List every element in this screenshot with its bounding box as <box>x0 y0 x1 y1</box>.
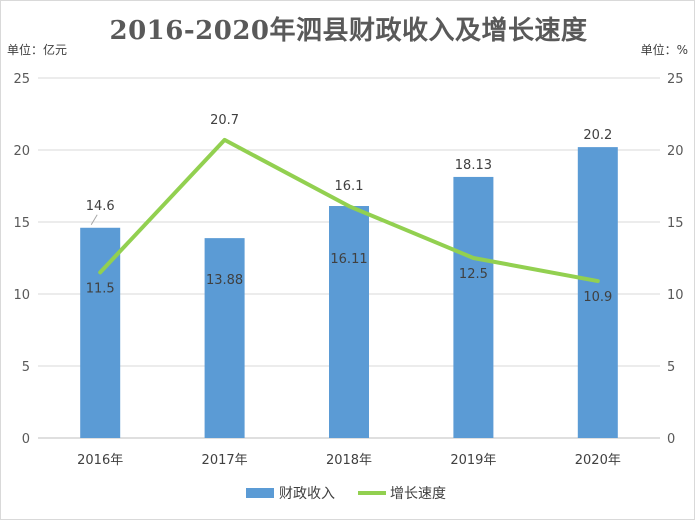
legend-swatch-revenue <box>246 488 274 498</box>
bar <box>329 206 369 438</box>
line-value-label: 10.9 <box>583 290 612 305</box>
right-y-tick-label: 5 <box>667 360 675 375</box>
line-value-label: 12.5 <box>459 267 488 282</box>
right-y-tick-label: 25 <box>667 72 684 87</box>
x-axis-label: 2019年 <box>450 453 496 468</box>
bar-value-label: 16.11 <box>330 252 367 267</box>
right-y-tick-label: 15 <box>667 216 684 231</box>
legend-label-revenue: 财政收入 <box>279 486 335 502</box>
label-leader-line <box>90 214 98 226</box>
left-axis-unit: 单位：亿元 <box>7 43 68 57</box>
line-value-label: 11.5 <box>86 281 115 296</box>
x-axis-label: 2018年 <box>326 453 372 468</box>
bar <box>453 176 494 439</box>
right-y-tick-label: 10 <box>667 288 684 303</box>
left-y-tick-label: 20 <box>13 144 30 159</box>
left-y-tick-label: 5 <box>22 360 30 375</box>
left-y-tick-label: 15 <box>13 216 30 231</box>
left-y-tick-label: 10 <box>13 288 30 303</box>
bar-value-label: 20.2 <box>583 128 612 143</box>
right-y-tick-label: 0 <box>667 432 675 447</box>
x-axis-label: 2020年 <box>575 453 621 468</box>
bar-value-label: 18.13 <box>455 158 492 173</box>
chart-title: 2016-2020年泗县财政收入及增长速度 <box>109 16 588 46</box>
bar <box>577 147 618 438</box>
growth-line <box>98 137 600 284</box>
left-y-tick-label: 0 <box>22 432 30 447</box>
bar-value-label: 13.88 <box>206 273 243 288</box>
bar <box>80 227 121 438</box>
legend-label-growth: 增长速度 <box>390 486 446 502</box>
right-y-tick-label: 20 <box>667 144 684 159</box>
bar <box>204 238 245 438</box>
x-axis-label: 2016年 <box>77 453 123 468</box>
line-value-label: 16.1 <box>335 179 364 194</box>
line-value-label: 20.7 <box>210 113 239 128</box>
right-axis-unit: 单位：% <box>640 43 688 57</box>
left-y-tick-label: 25 <box>13 72 30 87</box>
x-axis-label: 2017年 <box>202 453 248 468</box>
bar-value-label: 14.6 <box>86 199 115 214</box>
